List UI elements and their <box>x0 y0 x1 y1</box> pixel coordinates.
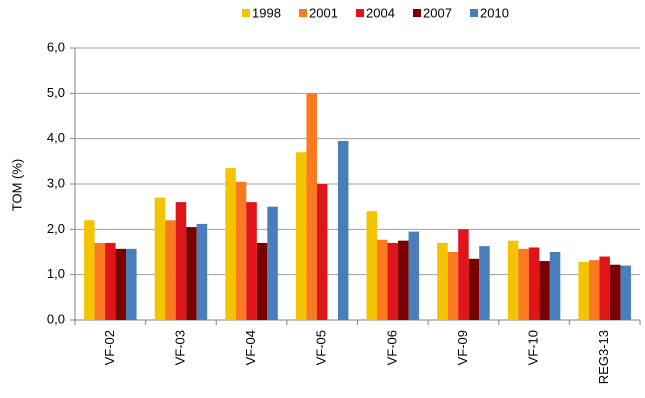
x-tick-label: VF-10 <box>526 330 541 365</box>
legend-swatch <box>470 9 478 17</box>
legend-swatch <box>356 9 364 17</box>
bar <box>196 223 208 320</box>
bar <box>126 248 137 320</box>
bar <box>387 242 399 320</box>
bar <box>468 258 480 320</box>
bar <box>588 260 600 320</box>
bar <box>256 242 268 320</box>
bar <box>366 211 378 320</box>
bar <box>458 229 469 320</box>
x-tick-label: VF-06 <box>384 330 399 365</box>
x-tick-label: VF-09 <box>455 330 470 365</box>
x-tick-label: REG3-13 <box>596 330 611 384</box>
bar <box>154 197 166 320</box>
x-tick-label: VF-05 <box>314 330 329 365</box>
bar <box>528 247 540 320</box>
bar <box>437 242 448 320</box>
bar <box>295 152 307 320</box>
bar <box>620 265 631 320</box>
bar <box>94 242 106 320</box>
bar <box>165 220 176 320</box>
bar <box>225 168 236 320</box>
bar <box>316 184 328 320</box>
x-tick-label: VF-04 <box>243 330 258 365</box>
bar <box>539 261 550 320</box>
bar <box>518 248 529 320</box>
bar <box>377 239 388 320</box>
y-tick-label: 3,0 <box>47 175 65 190</box>
legend-label: 2004 <box>366 5 395 20</box>
y-tick-label: 2,0 <box>47 221 65 236</box>
bar <box>398 240 409 320</box>
bar <box>599 256 610 320</box>
legend-label: 2001 <box>309 5 338 20</box>
legend-swatch <box>299 9 307 17</box>
x-tick-label: VF-03 <box>172 330 187 365</box>
legend-label: 1998 <box>252 5 281 20</box>
bar <box>408 231 420 320</box>
bar <box>175 202 187 320</box>
bar <box>337 140 349 320</box>
legend-label: 2010 <box>480 5 509 20</box>
bar <box>246 202 257 320</box>
y-tick-label: 5,0 <box>47 85 65 100</box>
bar <box>447 252 459 320</box>
x-tick-label: VF-02 <box>102 330 117 365</box>
bar <box>549 252 561 320</box>
y-axis-label: TOM (%) <box>9 159 24 211</box>
y-tick-label: 1,0 <box>47 266 65 281</box>
bar <box>84 220 95 320</box>
y-tick-label: 0,0 <box>47 311 65 326</box>
y-tick-label: 4,0 <box>47 130 65 145</box>
bar <box>507 240 519 320</box>
bar <box>578 261 589 320</box>
legend-swatch <box>242 9 250 17</box>
legend-swatch <box>413 9 421 17</box>
bar <box>479 246 490 320</box>
legend-label: 2007 <box>423 5 452 20</box>
bar <box>105 242 116 320</box>
bar <box>186 227 197 320</box>
bar <box>235 181 247 320</box>
bar <box>306 93 317 320</box>
bar <box>115 248 127 320</box>
bar <box>267 206 278 320</box>
y-tick-label: 6,0 <box>47 39 65 54</box>
bar <box>609 264 621 320</box>
